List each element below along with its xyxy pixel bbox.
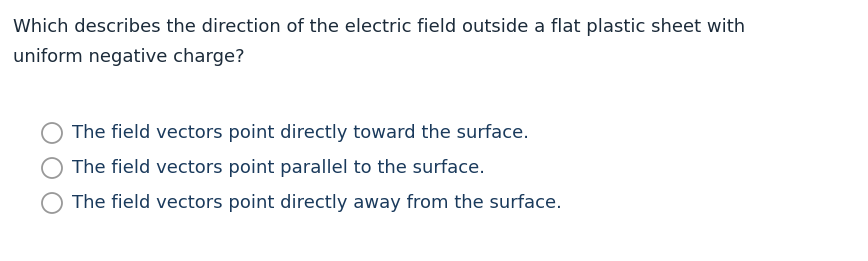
Text: Which describes the direction of the electric field outside a flat plastic sheet: Which describes the direction of the ele… [13,18,745,36]
Text: uniform negative charge?: uniform negative charge? [13,48,245,66]
Text: The field vectors point parallel to the surface.: The field vectors point parallel to the … [72,159,485,177]
Text: The field vectors point directly toward the surface.: The field vectors point directly toward … [72,124,529,142]
Text: The field vectors point directly away from the surface.: The field vectors point directly away fr… [72,194,562,212]
